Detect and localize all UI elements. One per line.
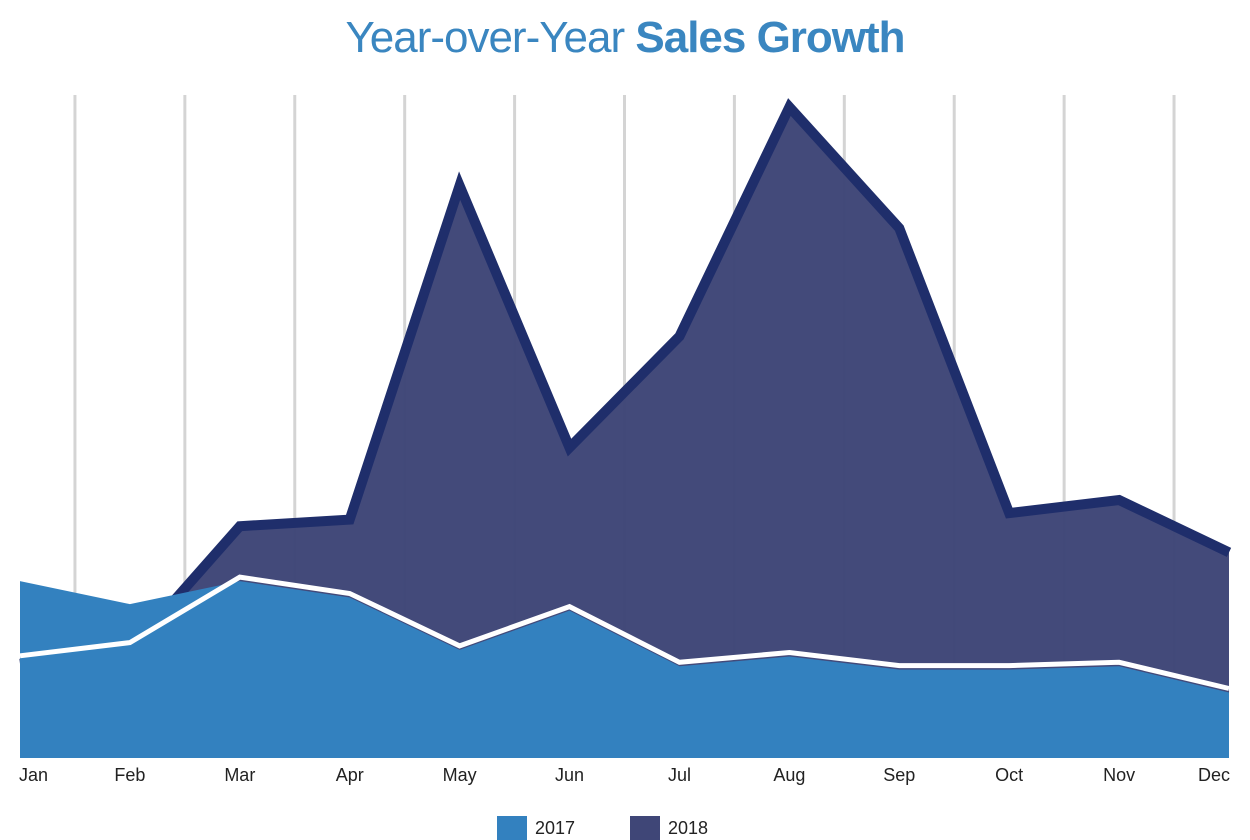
point-2017-sep bbox=[896, 667, 902, 673]
point-2017-jun bbox=[567, 608, 573, 614]
chart-title-light: Year-over-Year bbox=[345, 13, 625, 62]
legend-label-2017: 2017 bbox=[535, 817, 576, 838]
x-tick-label-jun: Jun bbox=[555, 765, 584, 785]
point-2017-jan bbox=[17, 578, 23, 584]
point-2018-dec bbox=[1226, 545, 1232, 551]
point-2018-jan bbox=[17, 657, 23, 663]
overlap-band-2018 bbox=[19, 98, 1232, 669]
x-axis-tick-labels: Jan Feb Mar Apr May Jun Jul Aug Sep Oct Nov Dec bbox=[19, 765, 1230, 785]
point-2017-aug bbox=[786, 653, 792, 659]
point-2018-sep bbox=[896, 221, 902, 227]
point-2018-nov bbox=[1116, 493, 1122, 499]
chart-title: Year-over-Year Sales Growth bbox=[0, 8, 1250, 68]
point-2017-dec bbox=[1226, 690, 1232, 696]
x-tick-label-jan: Jan bbox=[19, 765, 48, 785]
x-tick-label-apr: Apr bbox=[336, 765, 364, 785]
legend-swatch-2018 bbox=[630, 816, 660, 840]
point-2018-aug bbox=[786, 100, 792, 106]
point-2018-feb bbox=[127, 644, 133, 650]
chart-title-bold: Sales Growth bbox=[635, 13, 905, 62]
x-tick-label-feb: Feb bbox=[114, 765, 145, 785]
x-tick-label-may: May bbox=[443, 765, 477, 785]
point-2018-may bbox=[457, 179, 463, 185]
x-tick-label-oct: Oct bbox=[995, 765, 1023, 785]
point-2017-nov bbox=[1116, 663, 1122, 669]
point-2018-jun bbox=[567, 441, 573, 447]
point-2017-feb bbox=[127, 601, 133, 607]
x-tick-label-sep: Sep bbox=[883, 765, 915, 785]
point-2017-may bbox=[457, 647, 463, 653]
point-2018-jul bbox=[676, 329, 682, 335]
legend-item-2018[interactable]: 2018 bbox=[630, 816, 708, 840]
series-separator-line bbox=[19, 574, 1230, 691]
x-tick-label-dec: Dec bbox=[1198, 765, 1230, 785]
point-2018-oct bbox=[1006, 506, 1012, 512]
legend-swatch-2017 bbox=[497, 816, 527, 840]
point-2017-oct bbox=[1006, 667, 1012, 673]
x-tick-label-mar: Mar bbox=[224, 765, 255, 785]
x-tick-label-nov: Nov bbox=[1103, 765, 1135, 785]
x-tick-label-aug: Aug bbox=[773, 765, 805, 785]
legend-item-2017[interactable]: 2017 bbox=[497, 816, 575, 840]
x-tick-label-jul: Jul bbox=[668, 765, 691, 785]
legend: 2017 2018 bbox=[0, 816, 1250, 840]
point-2018-apr bbox=[347, 513, 353, 519]
point-2018-mar bbox=[237, 519, 243, 525]
legend-label-2018: 2018 bbox=[668, 817, 709, 838]
series-areas bbox=[17, 98, 1232, 758]
point-2017-mar bbox=[237, 578, 243, 584]
area-2017 bbox=[20, 581, 1229, 758]
point-2017-apr bbox=[347, 595, 353, 601]
point-2017-jul bbox=[676, 663, 682, 669]
